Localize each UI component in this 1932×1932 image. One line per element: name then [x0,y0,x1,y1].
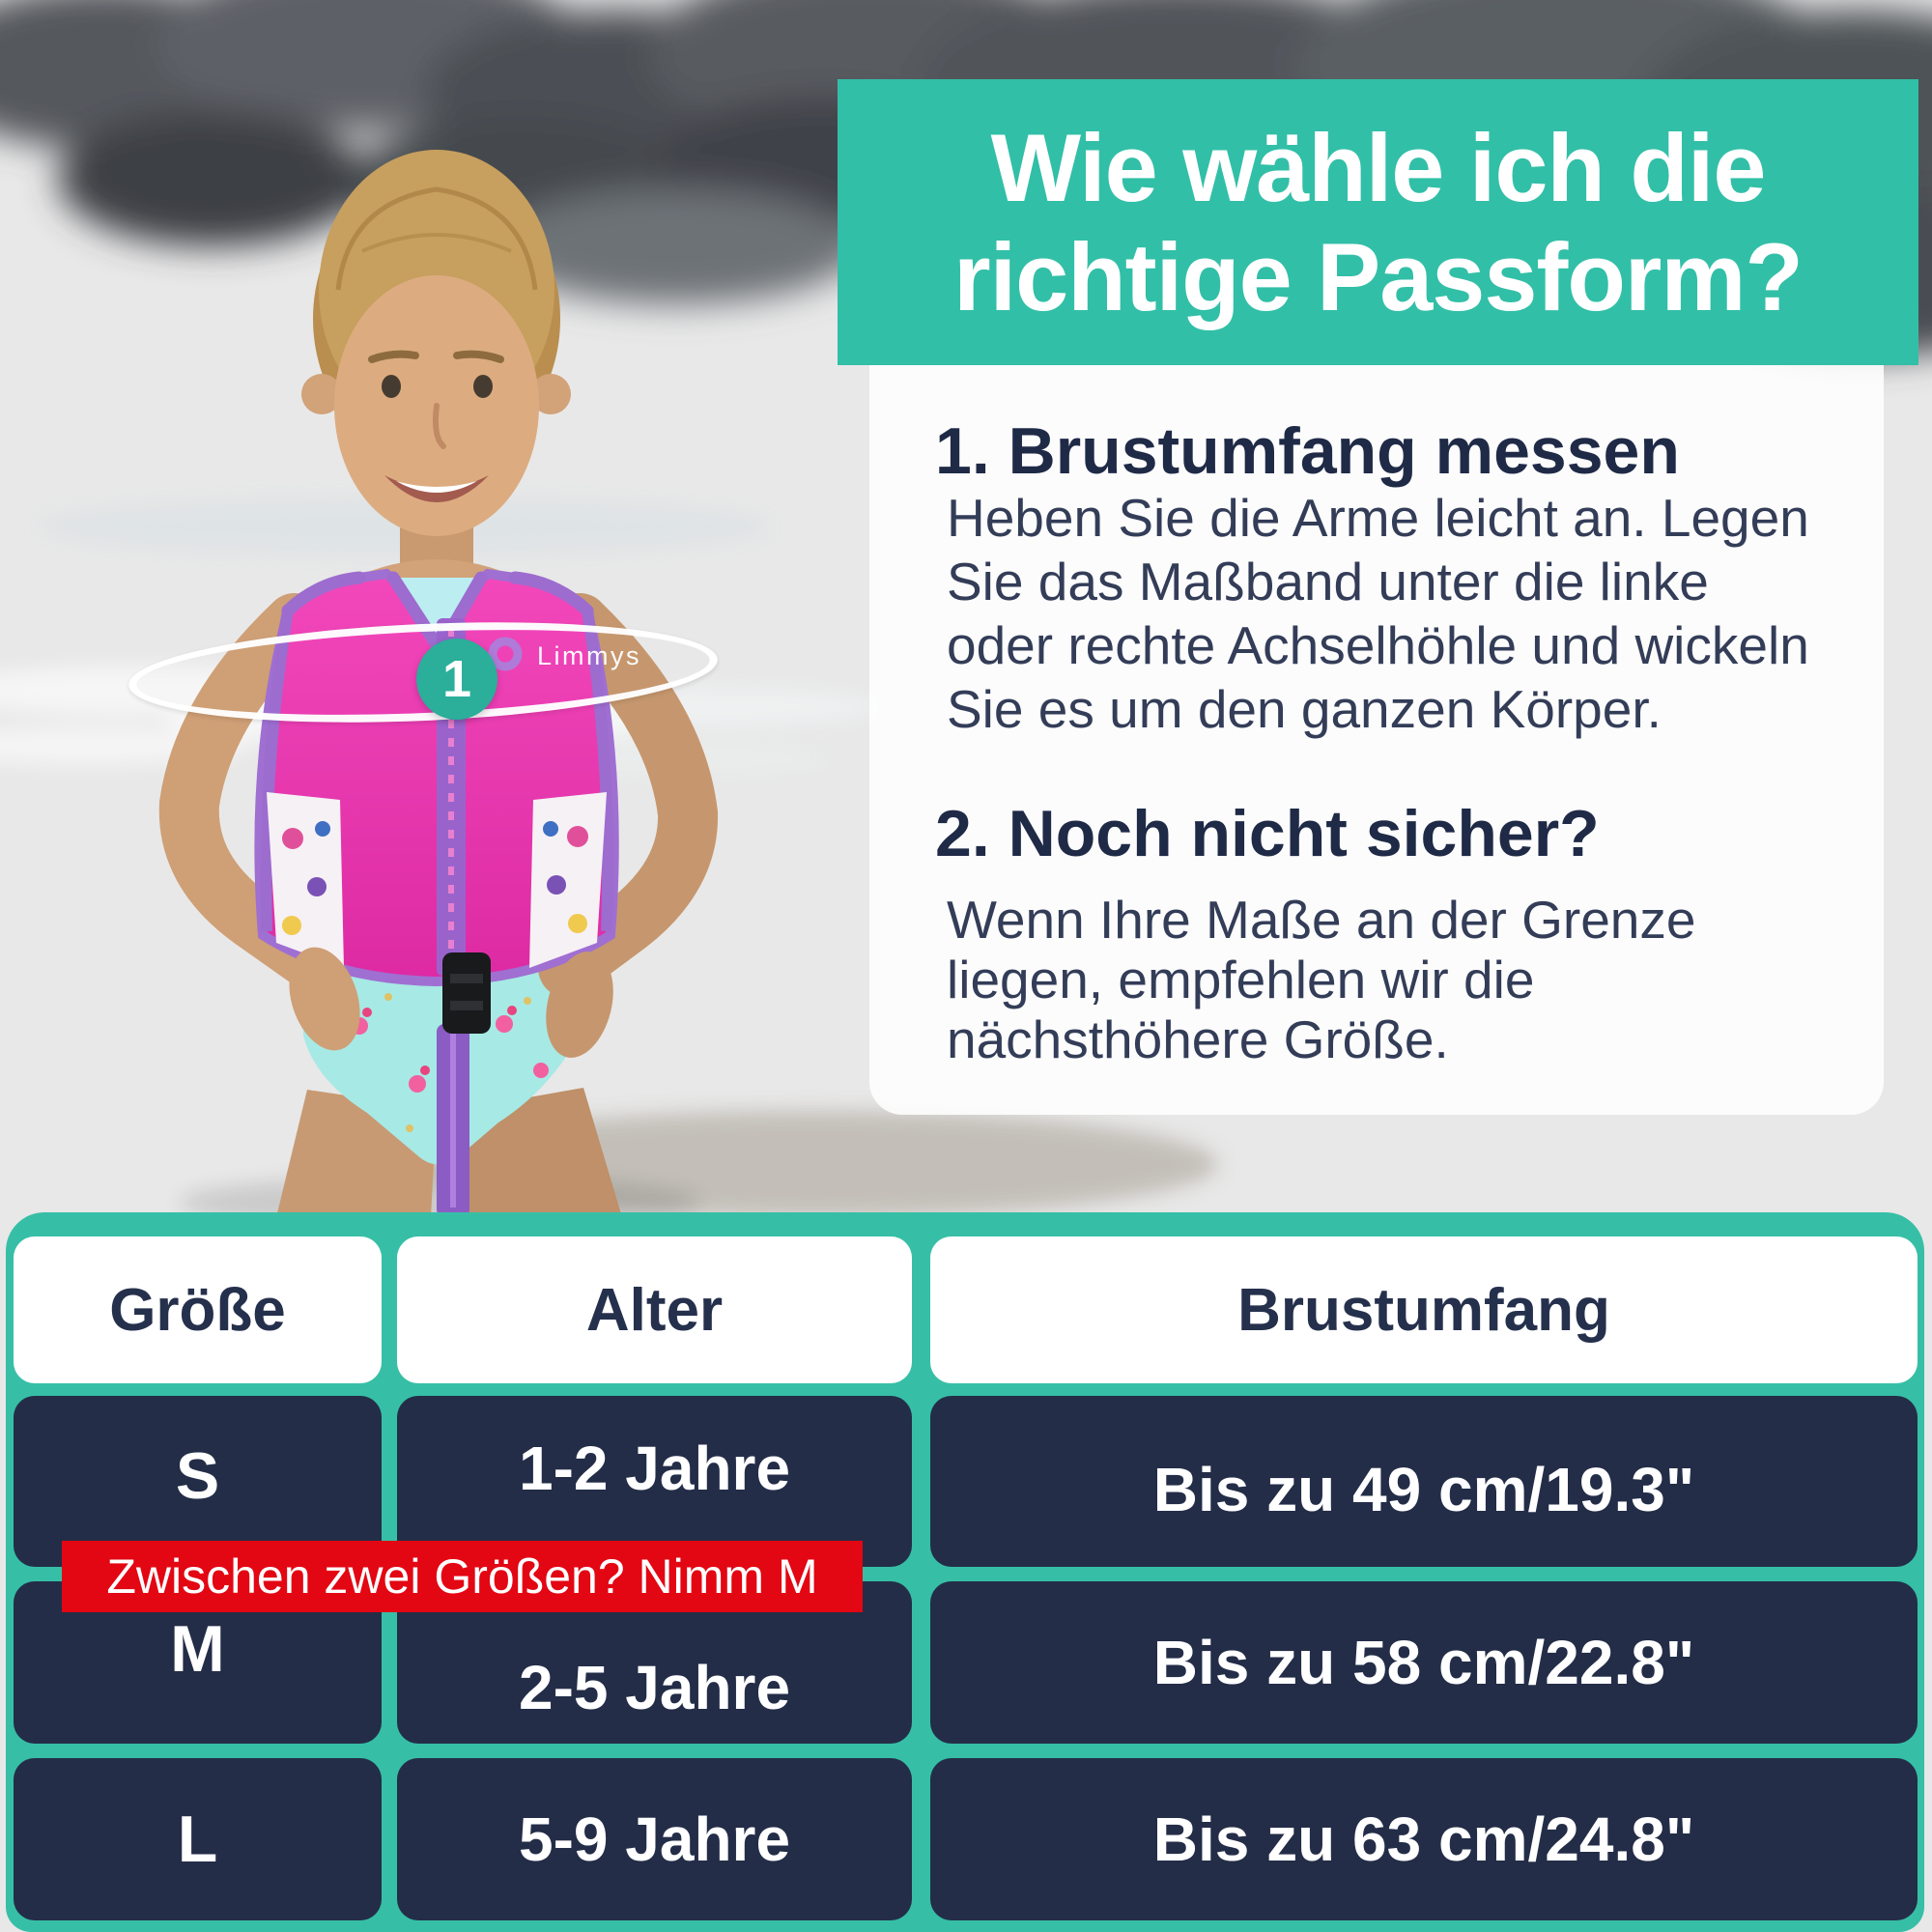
brand-logo-text: Limmys [537,641,641,670]
step1-line4: Sie es um den ganzen Körper. [947,679,1662,739]
cell-chest-m: Bis zu 58 cm/22.8" [930,1581,1918,1744]
step1-heading: 1. Brustumfang messen [935,414,1680,488]
step1-body: Heben Sie die Arme leicht an. Legen Sie … [947,486,1809,741]
cell-size-s: S [14,1396,382,1567]
pinwheel-panels [267,792,607,968]
cell-chest-s: Bis zu 49 cm/19.3" [930,1396,1918,1567]
step2-heading: 2. Noch nicht sicher? [935,797,1600,870]
step2-line3: nächsthöhere Größe. [947,1009,1449,1069]
size-callout-banner: Zwischen zwei Größen? Nimm M [62,1541,863,1612]
step2-line2: liegen, empfehlen wir die [947,950,1535,1009]
page-title-line1: Wie wähle ich die [990,114,1767,221]
step2-line1: Wenn Ihre Maße an der Grenze [947,890,1696,950]
cell-age-s: 1-2 Jahre [397,1396,912,1567]
table-header-size: Größe [14,1236,382,1383]
cell-age-l: 5-9 Jahre [397,1758,912,1920]
page-title-line2: richtige Passform? [953,223,1804,330]
step1-line2: Sie das Maßband unter die linke [947,552,1709,611]
instructions-card: 1. Brustumfang messen Heben Sie die Arme… [869,365,1884,1115]
title-banner: Wie wähle ich die richtige Passform? [838,79,1918,365]
cell-size-l: L [14,1758,382,1920]
table-header-chest: Brustumfang [930,1236,1918,1383]
measure-step-badge: 1 [416,639,497,720]
cell-chest-l: Bis zu 63 cm/24.8" [930,1758,1918,1920]
step2-body: Wenn Ihre Maße an der Grenze liegen, emp… [947,890,1695,1069]
measure-step-number: 1 [441,650,472,708]
child-figure [158,150,719,1217]
step1-line1: Heben Sie die Arme leicht an. Legen [947,488,1809,548]
table-header-age: Alter [397,1236,912,1383]
step1-line3: oder rechte Achselhöhle und wickeln [947,615,1809,675]
size-table: Größe Alter Brustumfang S 1-2 Jahre Bis … [6,1212,1924,1932]
